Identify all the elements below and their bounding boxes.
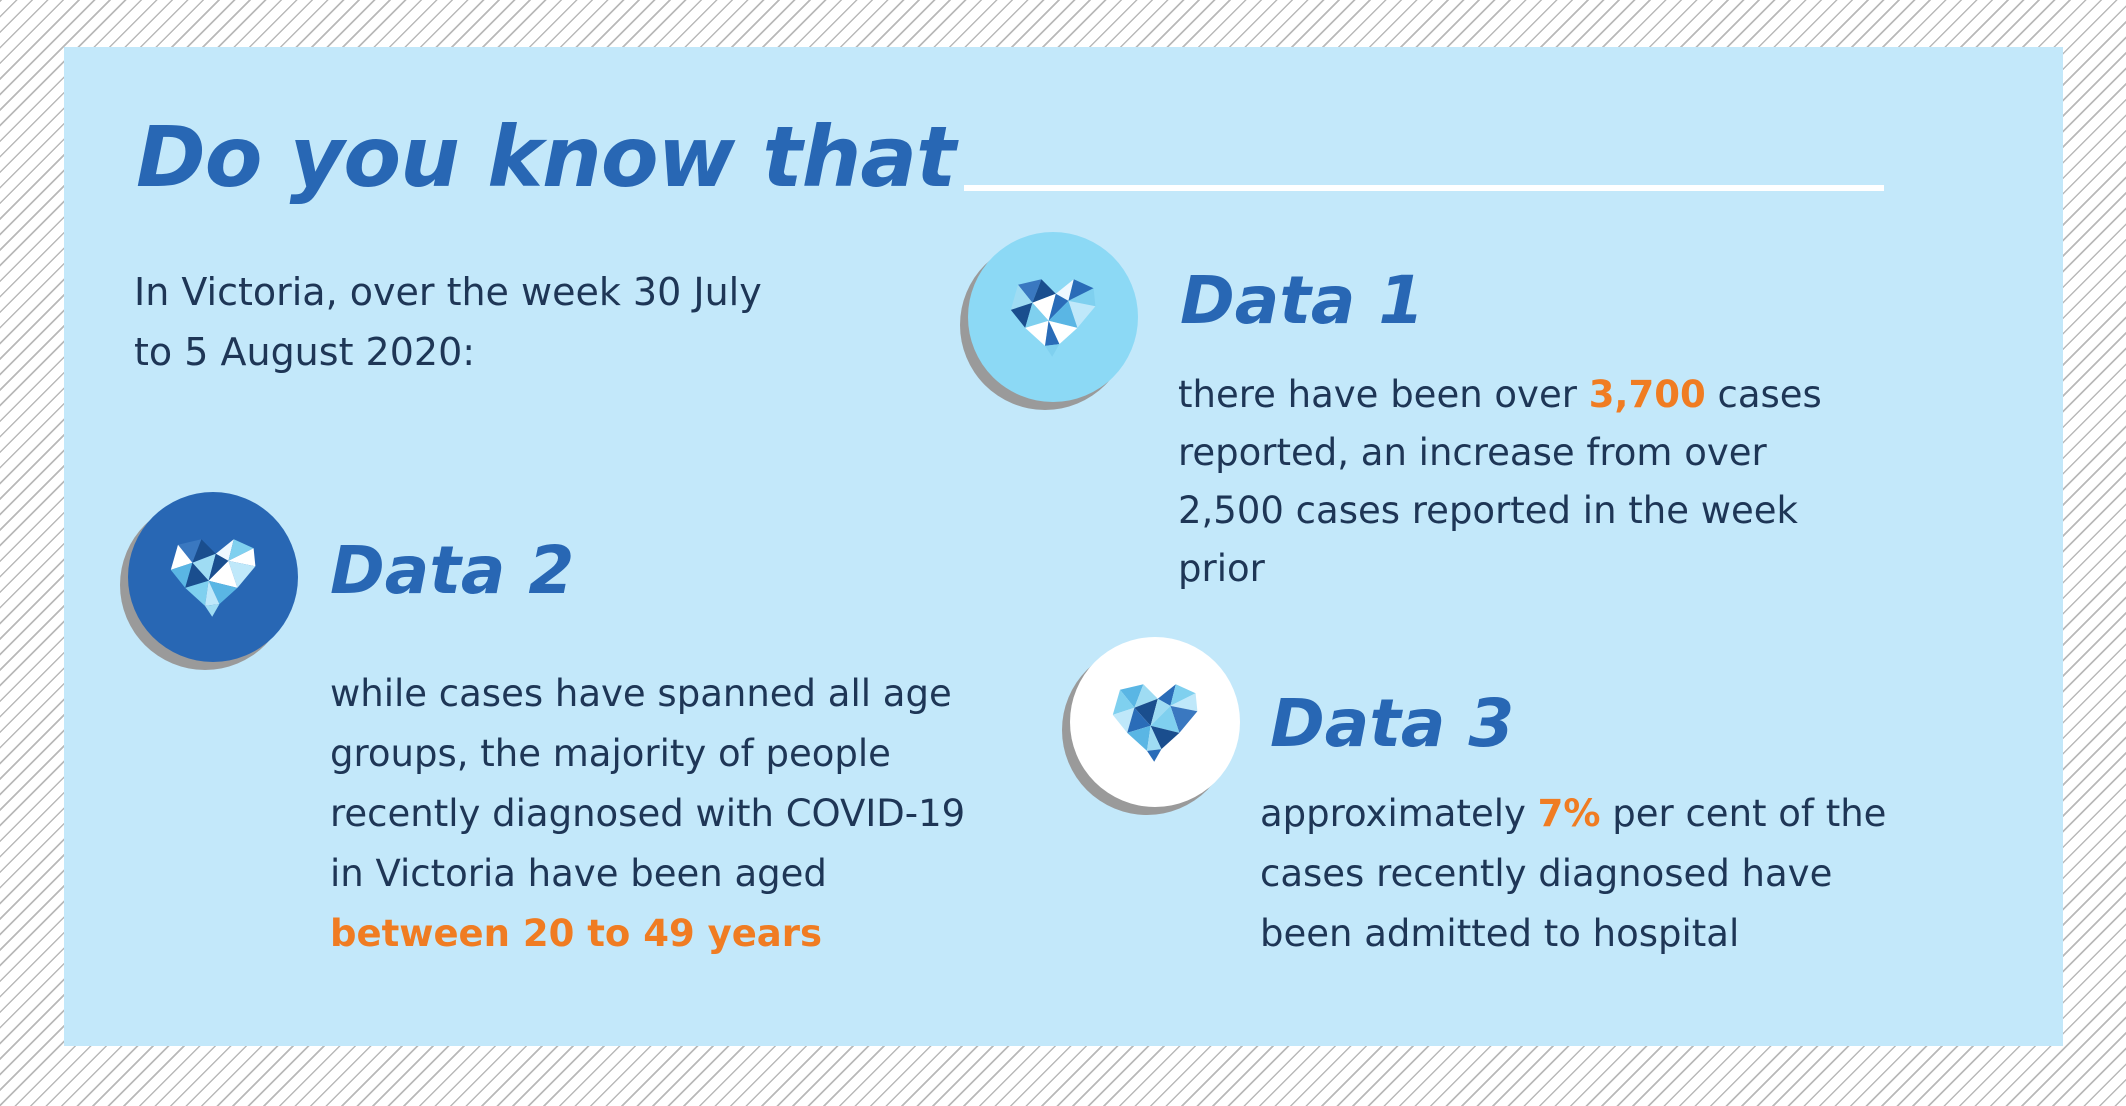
- data-3-badge: [1070, 637, 1240, 807]
- text-line: while cases have spanned all age: [330, 672, 952, 715]
- text-fragment: per cent of the: [1600, 792, 1887, 835]
- text-line: in Victoria have been aged: [330, 852, 827, 895]
- text-line: prior: [1178, 547, 1265, 590]
- text-line: groups, the majority of people: [330, 732, 891, 775]
- text-line: 2,500 cases reported in the week: [1178, 489, 1798, 532]
- text-line: approximately 7% per cent of the: [1260, 784, 1886, 844]
- heart-icon: [1010, 279, 1096, 357]
- text-line: there have been over 3,700 cases: [1178, 366, 1822, 424]
- highlight-value: 3,700: [1588, 373, 1706, 416]
- highlight-value: 7%: [1537, 792, 1601, 835]
- highlight-value: between 20 to 49 years: [330, 912, 823, 955]
- intro-text: In Victoria, over the week 30 July to 5 …: [134, 262, 834, 382]
- data-1-text: there have been over 3,700 cases reporte…: [1178, 366, 1822, 598]
- data-2-badge: [128, 492, 298, 662]
- text-line: cases recently diagnosed have: [1260, 852, 1833, 895]
- title-divider: [964, 185, 1884, 191]
- data-3-title: Data 3: [1270, 685, 1515, 762]
- data-2-text: while cases have spanned all age groups,…: [330, 664, 965, 964]
- info-panel: [64, 47, 2063, 1046]
- text-line: reported, an increase from over: [1178, 431, 1767, 474]
- text-fragment: there have been over: [1178, 373, 1589, 416]
- data-1-title: Data 1: [1180, 262, 1425, 339]
- intro-line: In Victoria, over the week 30 July: [134, 270, 762, 314]
- data-1-badge: [968, 232, 1138, 402]
- text-line: been admitted to hospital: [1260, 912, 1740, 955]
- data-3-text: approximately 7% per cent of the cases r…: [1260, 784, 1886, 964]
- text-fragment: approximately: [1260, 792, 1538, 835]
- text-line: recently diagnosed with COVID-19: [330, 792, 966, 835]
- page-title: Do you know that: [136, 108, 956, 206]
- heart-icon: [170, 539, 256, 617]
- data-2-title: Data 2: [330, 532, 575, 609]
- heart-icon: [1112, 684, 1198, 762]
- text-fragment: cases: [1705, 373, 1822, 416]
- intro-line: to 5 August 2020:: [134, 330, 476, 374]
